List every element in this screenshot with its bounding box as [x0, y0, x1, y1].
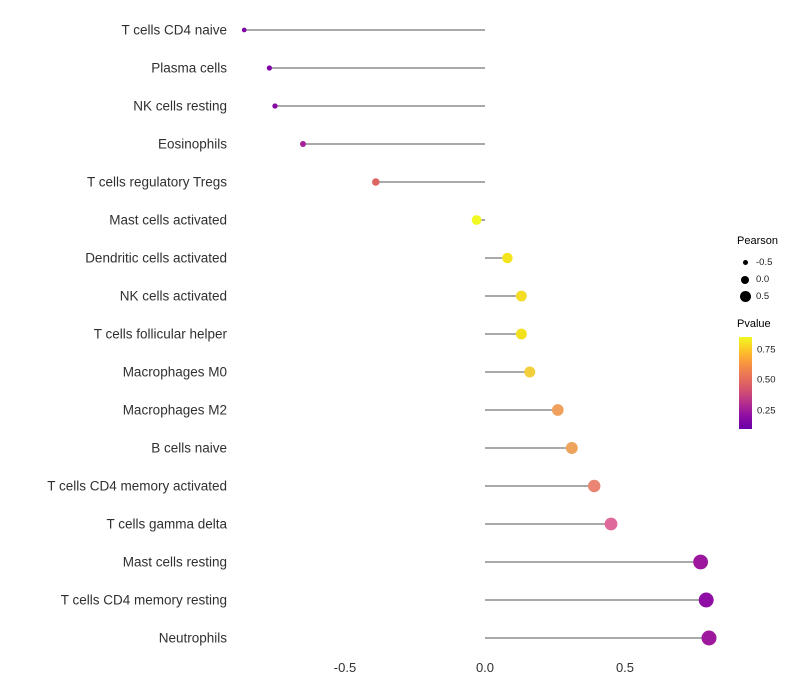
size-dot-large-icon — [739, 291, 751, 302]
lollipop-dot — [698, 592, 714, 608]
pearson-legend-label: -0.5 — [756, 257, 773, 268]
category-label: Dendritic cells activated — [85, 251, 227, 266]
category-label: NK cells activated — [120, 289, 227, 304]
lollipop-dot — [693, 554, 709, 570]
category-label: T cells CD4 memory resting — [61, 593, 227, 608]
pearson-legend-title: Pearson — [737, 235, 778, 247]
lollipop-dot — [471, 215, 482, 225]
pearson-legend-label: 0.0 — [756, 274, 770, 285]
lollipop-dot — [515, 290, 527, 302]
lollipop-dot — [266, 65, 273, 71]
pearson-legend-label: 0.5 — [756, 291, 770, 302]
category-label: T cells CD4 memory activated — [47, 479, 227, 494]
pearson-legend-item: -0.5 — [737, 254, 797, 271]
pvalue-colorbar-wrap: 0.75 0.50 0.25 — [737, 337, 797, 429]
pvalue-color-legend: Pvalue 0.75 0.50 0.25 — [737, 318, 797, 429]
category-label: Eosinophils — [158, 137, 227, 152]
lollipop-dot — [300, 141, 306, 147]
category-label: T cells regulatory Tregs — [87, 175, 227, 190]
lollipop-dot — [502, 252, 513, 264]
category-label: T cells gamma delta — [106, 517, 227, 532]
size-dot-wrap — [737, 291, 753, 302]
size-dot-medium-icon — [741, 275, 749, 284]
pvalue-legend-title: Pvalue — [737, 318, 771, 330]
category-label: Mast cells resting — [123, 555, 227, 570]
pearson-size-legend: Pearson -0.5 0.0 0.5 — [737, 235, 797, 305]
pvalue-colorbar — [739, 337, 752, 429]
pearson-legend-item: 0.0 — [737, 271, 797, 288]
lollipop-dot — [524, 366, 536, 378]
size-dot-small-icon — [742, 260, 748, 265]
category-label: T cells follicular helper — [94, 327, 228, 342]
x-tick-label: 0.5 — [616, 660, 634, 675]
category-label: Neutrophils — [159, 631, 228, 646]
category-label: Mast cells activated — [109, 213, 227, 228]
lollipop-dot — [604, 517, 618, 531]
pvalue-tick-label: 0.25 — [757, 405, 776, 417]
lollipop-dot — [701, 630, 717, 646]
lollipop-dot — [372, 178, 380, 186]
category-label: B cells naive — [151, 441, 227, 456]
category-label: T cells CD4 naive — [121, 23, 227, 38]
lollipop-dot — [565, 442, 578, 454]
x-tick-label: 0.0 — [476, 660, 494, 675]
lollipop-dot — [551, 404, 564, 416]
category-label: NK cells resting — [133, 99, 227, 114]
pvalue-tick-label: 0.75 — [757, 344, 776, 356]
category-label: Macrophages M2 — [123, 403, 227, 418]
lollipop-dot — [272, 103, 278, 109]
lollipop-dot — [515, 328, 527, 340]
category-label: Macrophages M0 — [123, 365, 227, 380]
pearson-legend-item: 0.5 — [737, 288, 797, 305]
lollipop-dot — [241, 27, 247, 33]
category-label: Plasma cells — [151, 61, 227, 76]
pvalue-tick-label: 0.50 — [757, 374, 776, 386]
lollipop-dot — [587, 479, 601, 493]
size-dot-wrap — [737, 260, 753, 265]
size-dot-wrap — [737, 275, 753, 284]
x-tick-label: -0.5 — [334, 660, 356, 675]
